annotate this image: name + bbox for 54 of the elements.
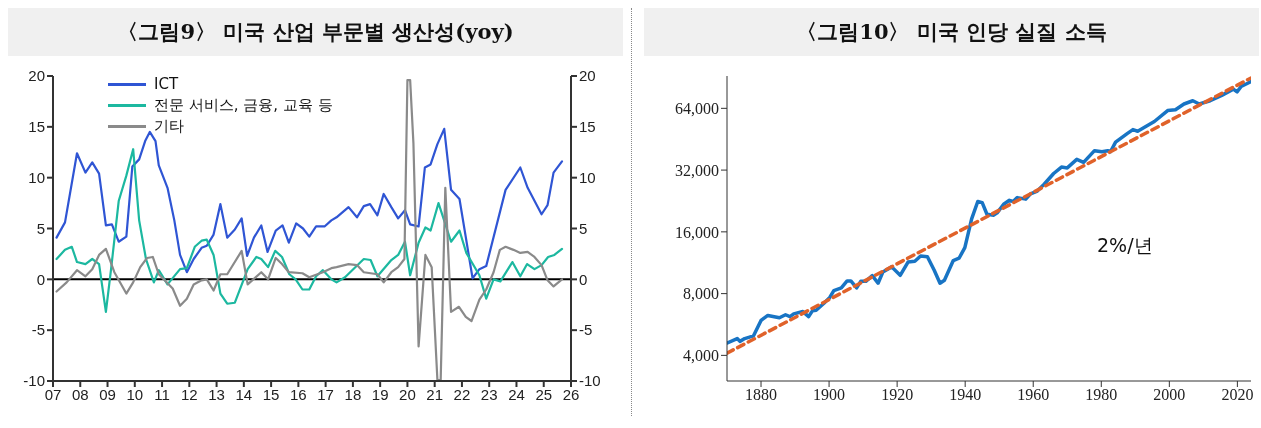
- y-tick-label: -5: [31, 321, 45, 339]
- y2-tick-label: 20: [579, 67, 596, 85]
- y-tick-label: -10: [23, 372, 45, 390]
- y-tick-label: 32,000: [675, 161, 719, 179]
- y2-tick-label: 10: [579, 168, 596, 186]
- y-tick-label: 64,000: [675, 100, 719, 118]
- x-tick-label: 15: [262, 385, 280, 403]
- y2-tick-label: 15: [579, 118, 596, 136]
- x-tick-label: 16: [290, 385, 307, 403]
- x-tick-label: 11: [154, 385, 170, 403]
- x-tick-label: 2000: [1153, 386, 1186, 404]
- y-tick-label: 15: [28, 118, 45, 136]
- y-tick-label: 16,000: [675, 223, 719, 241]
- chart-title: 〈그림9〉 미국 산업 부문별 생산성(yoy): [8, 8, 623, 56]
- x-tick-label: 1980: [1085, 386, 1118, 404]
- x-tick-label: 1940: [949, 386, 982, 404]
- x-tick-label: 1880: [745, 386, 778, 404]
- x-tick-label: 14: [235, 385, 253, 403]
- x-tick-label: 24: [508, 385, 525, 403]
- x-tick-label: 1960: [1017, 386, 1050, 404]
- x-tick-label: 12: [180, 385, 198, 403]
- x-tick-label: 10: [126, 385, 144, 403]
- x-tick-label: 07: [44, 385, 62, 403]
- x-tick-label: 25: [535, 385, 553, 403]
- x-tick-label: 18: [344, 385, 362, 403]
- annotation: 2%/년: [1097, 233, 1153, 258]
- x-tick-label: 2020: [1221, 386, 1254, 404]
- x-tick-label: 21: [426, 385, 444, 403]
- y-tick-label: 0: [36, 270, 45, 288]
- chart-title: 〈그림10〉 미국 인당 실질 소득: [644, 8, 1259, 56]
- y-tick-label: 5: [36, 219, 45, 237]
- legend-label: ICT: [154, 74, 179, 95]
- x-tick-label: 22: [453, 385, 471, 403]
- x-tick-label: 13: [208, 385, 225, 403]
- x-tick-label: 26: [562, 385, 580, 403]
- y2-tick-label: 5: [579, 219, 588, 237]
- y-tick-label: 20: [28, 67, 45, 85]
- x-tick-label: 1900: [813, 386, 846, 404]
- line-series: [55, 148, 564, 313]
- y2-tick-label: -10: [579, 372, 601, 390]
- x-tick-label: 19: [371, 385, 389, 403]
- x-tick-label: 09: [99, 385, 116, 403]
- y-tick-label: 8,000: [683, 285, 719, 303]
- x-tick-label: 1920: [881, 386, 914, 404]
- x-tick-label: 23: [480, 385, 498, 403]
- y2-tick-label: 0: [579, 270, 588, 288]
- x-tick-label: 20: [399, 385, 416, 403]
- x-tick-label: 17: [317, 385, 334, 403]
- legend-label: 전문 서비스, 금융, 교육 등: [154, 95, 333, 116]
- legend-label: 기타: [154, 116, 184, 137]
- y-tick-label: 4,000: [683, 347, 719, 365]
- y-tick-label: 10: [28, 168, 45, 186]
- x-tick-label: 08: [71, 385, 89, 403]
- y2-tick-label: -5: [579, 321, 593, 339]
